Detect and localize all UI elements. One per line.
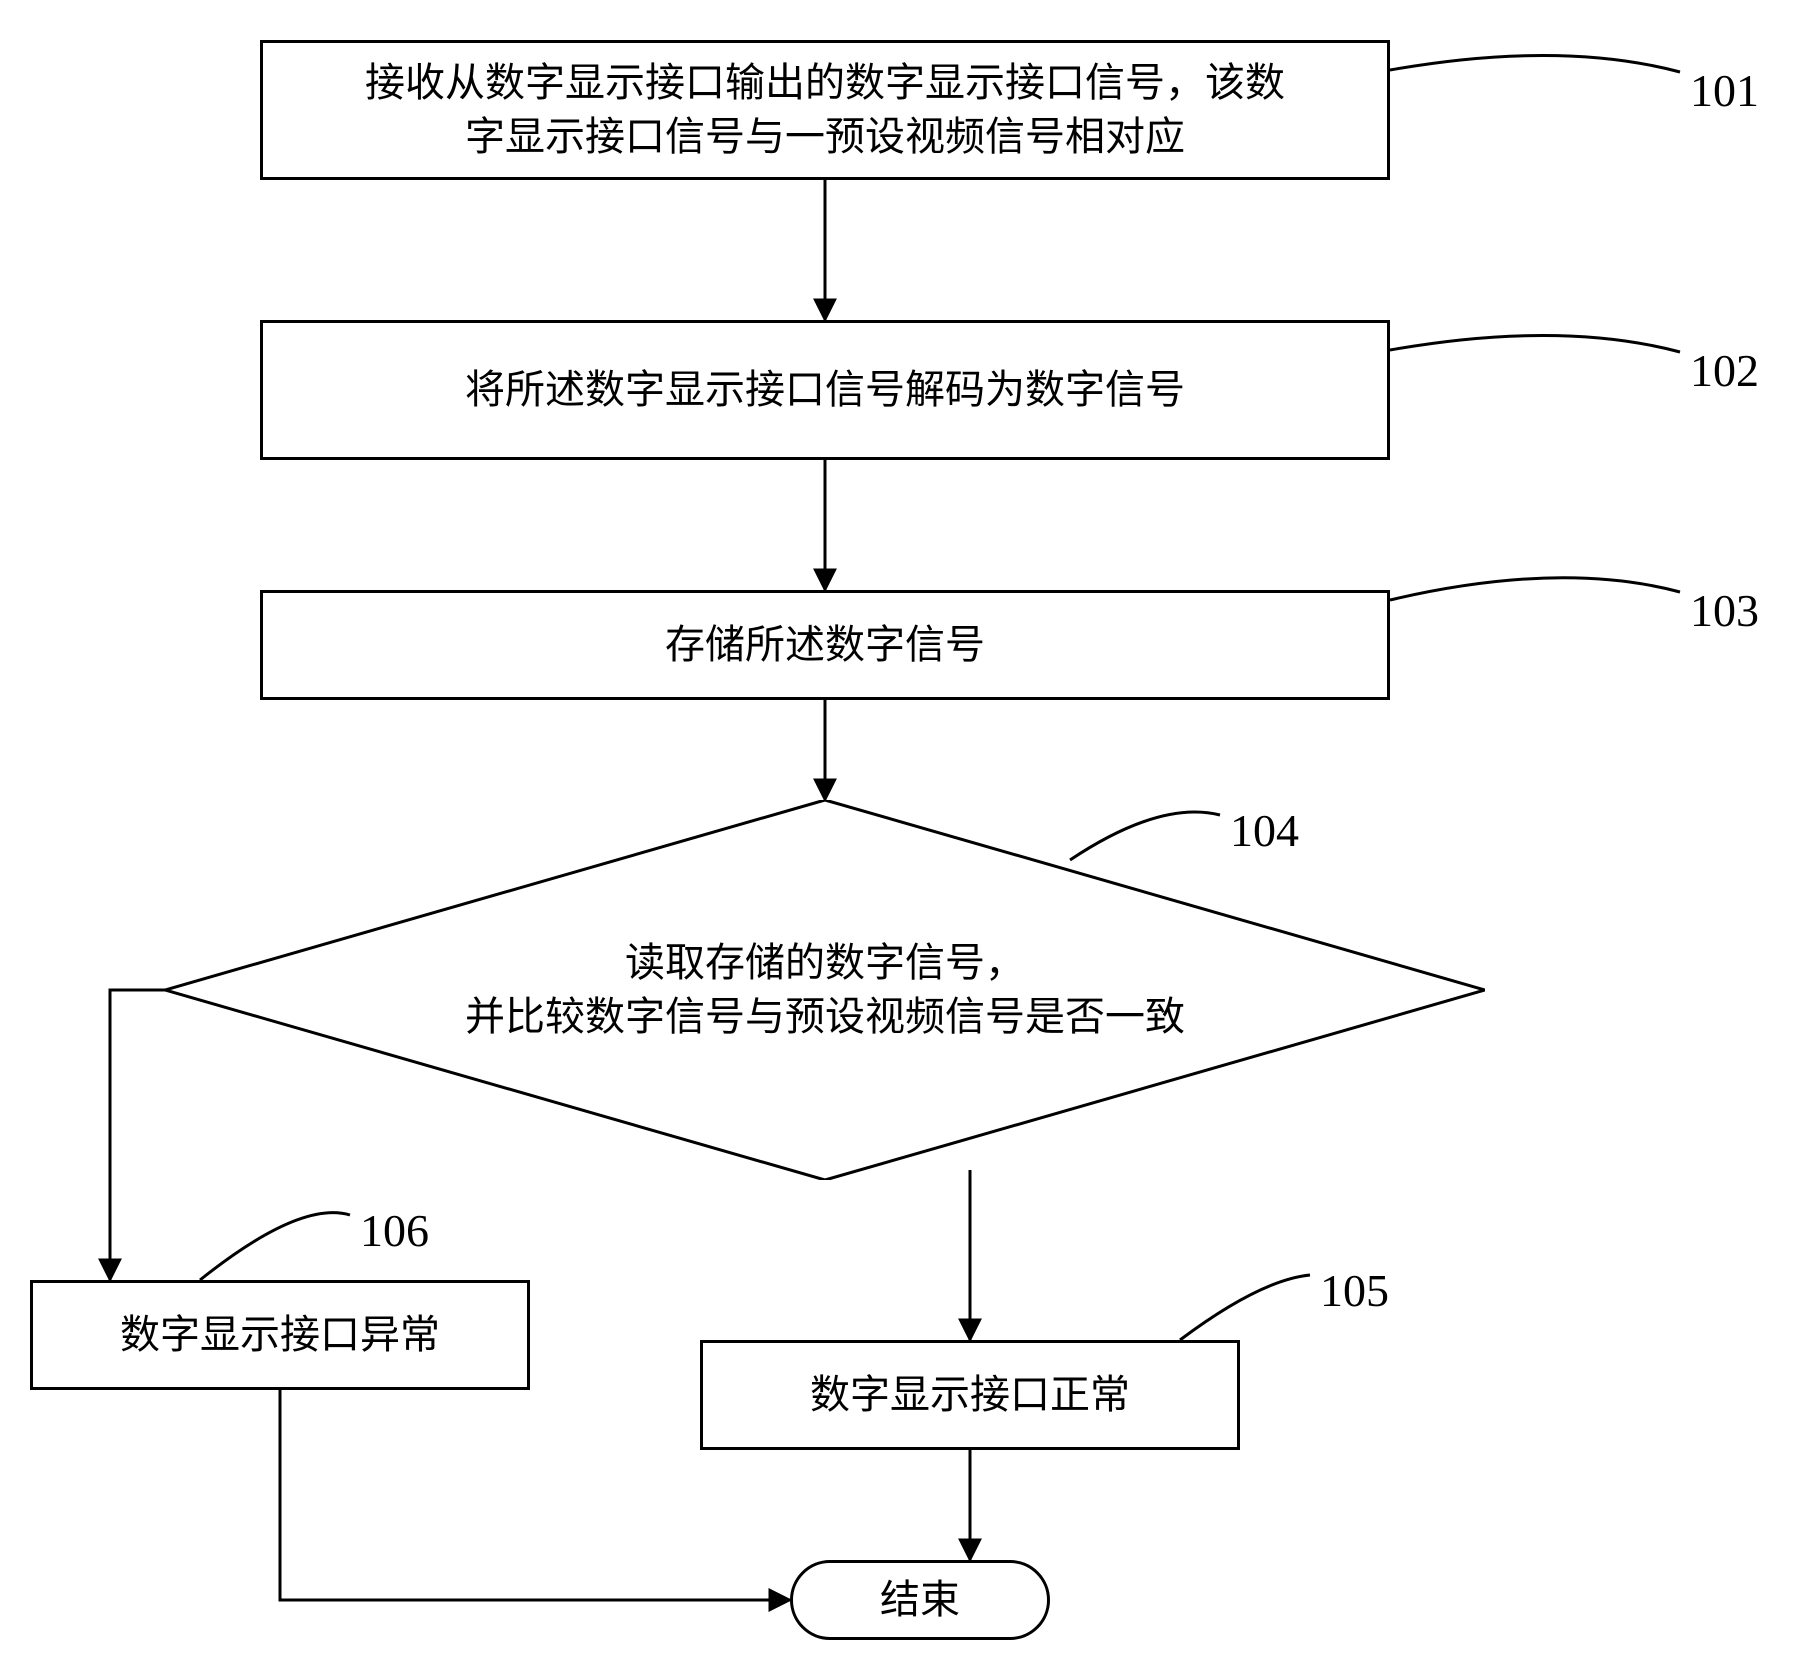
terminator-end-text: 结束 — [880, 1573, 960, 1627]
process-101-text: 接收从数字显示接口输出的数字显示接口信号，该数 字显示接口信号与一预设视频信号相… — [365, 56, 1285, 164]
process-102-text: 将所述数字显示接口信号解码为数字信号 — [465, 363, 1185, 417]
process-106: 数字显示接口异常 — [30, 1280, 530, 1390]
label-102: 102 — [1690, 340, 1759, 402]
label-104: 104 — [1230, 800, 1299, 862]
leader-103 — [1390, 578, 1680, 600]
process-106-text: 数字显示接口异常 — [120, 1308, 440, 1362]
process-103-text: 存储所述数字信号 — [665, 618, 985, 672]
decision-104-text: 读取存储的数字信号， 并比较数字信号与预设视频信号是否一致 — [465, 936, 1185, 1044]
process-105: 数字显示接口正常 — [700, 1340, 1240, 1450]
label-106: 106 — [360, 1200, 429, 1262]
leader-101 — [1390, 55, 1680, 72]
process-101: 接收从数字显示接口输出的数字显示接口信号，该数 字显示接口信号与一预设视频信号相… — [260, 40, 1390, 180]
leader-106 — [200, 1213, 350, 1280]
terminator-end: 结束 — [790, 1560, 1050, 1640]
label-101: 101 — [1690, 60, 1759, 122]
leader-105 — [1180, 1275, 1310, 1340]
process-105-text: 数字显示接口正常 — [810, 1368, 1130, 1422]
label-105: 105 — [1320, 1260, 1389, 1322]
process-103: 存储所述数字信号 — [260, 590, 1390, 700]
edge-104-106 — [110, 990, 165, 1280]
leader-102 — [1390, 335, 1680, 352]
label-103: 103 — [1690, 580, 1759, 642]
process-102: 将所述数字显示接口信号解码为数字信号 — [260, 320, 1390, 460]
